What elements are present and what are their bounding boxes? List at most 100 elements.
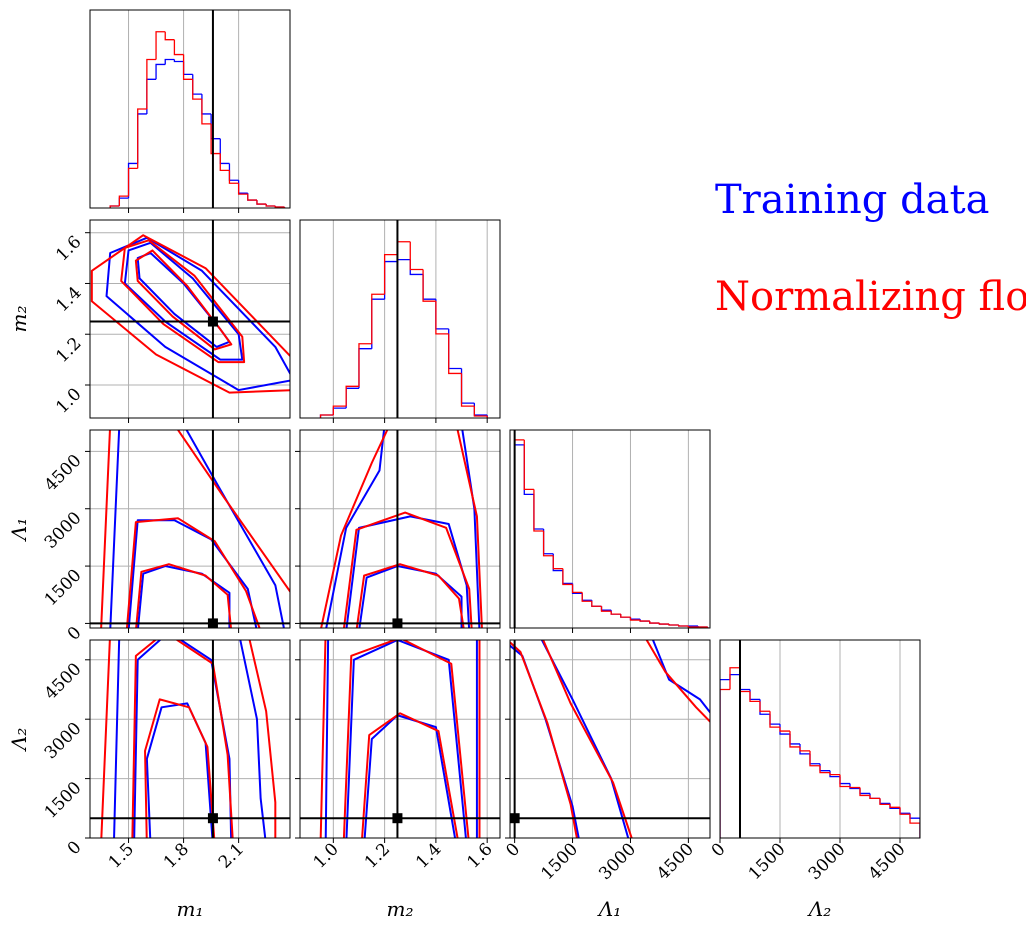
x-tick-label: 1500 [537,839,582,884]
y-tick-label: 1.2 [52,334,85,367]
y-tick-label: 4500 [41,659,86,704]
contour [134,249,233,351]
x-tick-label: 0 [502,839,524,861]
x-tick-label: 1.6 [463,839,496,872]
hist-step [600,606,612,612]
hist-step [668,624,679,626]
contour [120,239,246,364]
panel-frame [89,639,291,839]
contour [355,563,465,628]
hist-step [909,813,920,819]
hist-step [899,808,910,814]
hist-step [247,194,257,201]
truth-marker [392,618,403,628]
contour [363,714,457,838]
legend-entry: Normalizing flow [715,274,1026,320]
hist-step [552,555,563,570]
y-tick-label: 1.0 [52,384,85,417]
x-axis-label: m₁ [177,897,204,921]
hist-step [319,414,334,418]
hist-step [118,195,129,207]
x-tick-label: 4500 [653,839,698,884]
hist-step [201,99,212,125]
contour [342,640,470,838]
hist-step [562,570,573,585]
hist-step [809,750,820,767]
hist-step [396,258,411,262]
hist-step [799,743,810,755]
hist-step [759,699,770,715]
panel [300,430,500,628]
hist-step [899,807,910,815]
hist-step [829,772,840,776]
hist-step [228,170,239,184]
x-tick-label: 3000 [595,839,640,884]
x-axis-label: Λ₁ [597,897,621,921]
x-tick-label: 1.5 [105,839,138,872]
contour [125,517,261,628]
panel [90,430,290,628]
hist-step [192,79,202,100]
hist-step [332,407,347,416]
hist-step [435,301,449,335]
hist-step [435,299,449,330]
hist-step [819,763,830,772]
y-axis-label: Λ₁ [7,518,31,542]
legend-entry: Training data [715,177,989,223]
x-tick-label: 1.0 [310,839,343,872]
hist-step [219,138,230,165]
hist-step [523,444,534,495]
hist-step [448,328,462,370]
hist-step [422,269,436,302]
panel-frame [509,429,711,629]
hist-step [779,727,790,732]
hist-step [118,197,129,207]
hist-step [345,385,359,407]
hist-step [237,180,248,194]
hist-step [749,689,760,701]
hist-step [173,59,184,63]
hist-step [809,753,820,765]
hist-step [620,614,631,618]
hist-step [219,153,230,172]
hist-step [789,731,800,748]
contour [90,234,290,394]
y-tick-label: 1500 [41,565,86,610]
x-tick-label: 2.1 [215,839,248,872]
hist-step [839,776,850,785]
truth-marker [510,813,520,824]
hist-step [859,788,870,795]
x-tick-label: 1.8 [160,839,193,872]
x-axis-label: m₂ [387,897,414,921]
panel [90,640,290,838]
hist-step [201,94,212,115]
y-tick-label: 4500 [41,451,86,496]
hist-step [909,814,920,824]
hist-step [879,798,890,805]
hist-step [859,787,870,797]
hist-step [371,293,385,344]
panel [300,640,500,838]
contour [133,640,233,838]
contour [651,640,710,714]
contour [510,641,578,838]
hist-step [629,617,641,620]
truth-marker [207,618,218,628]
hist-step [146,78,157,114]
hist-step [729,667,740,690]
hist-step [533,489,544,532]
contour [123,241,244,361]
hist-step [274,206,285,208]
hist-step [109,205,120,208]
contour [345,515,471,628]
panel-frame [719,639,921,839]
contour [100,640,277,838]
hist-step [779,724,790,735]
y-tick-label: 1.4 [52,283,85,316]
contour [358,565,463,628]
hist-step [210,123,221,155]
hist-step [127,167,138,197]
hist-step [256,200,267,205]
